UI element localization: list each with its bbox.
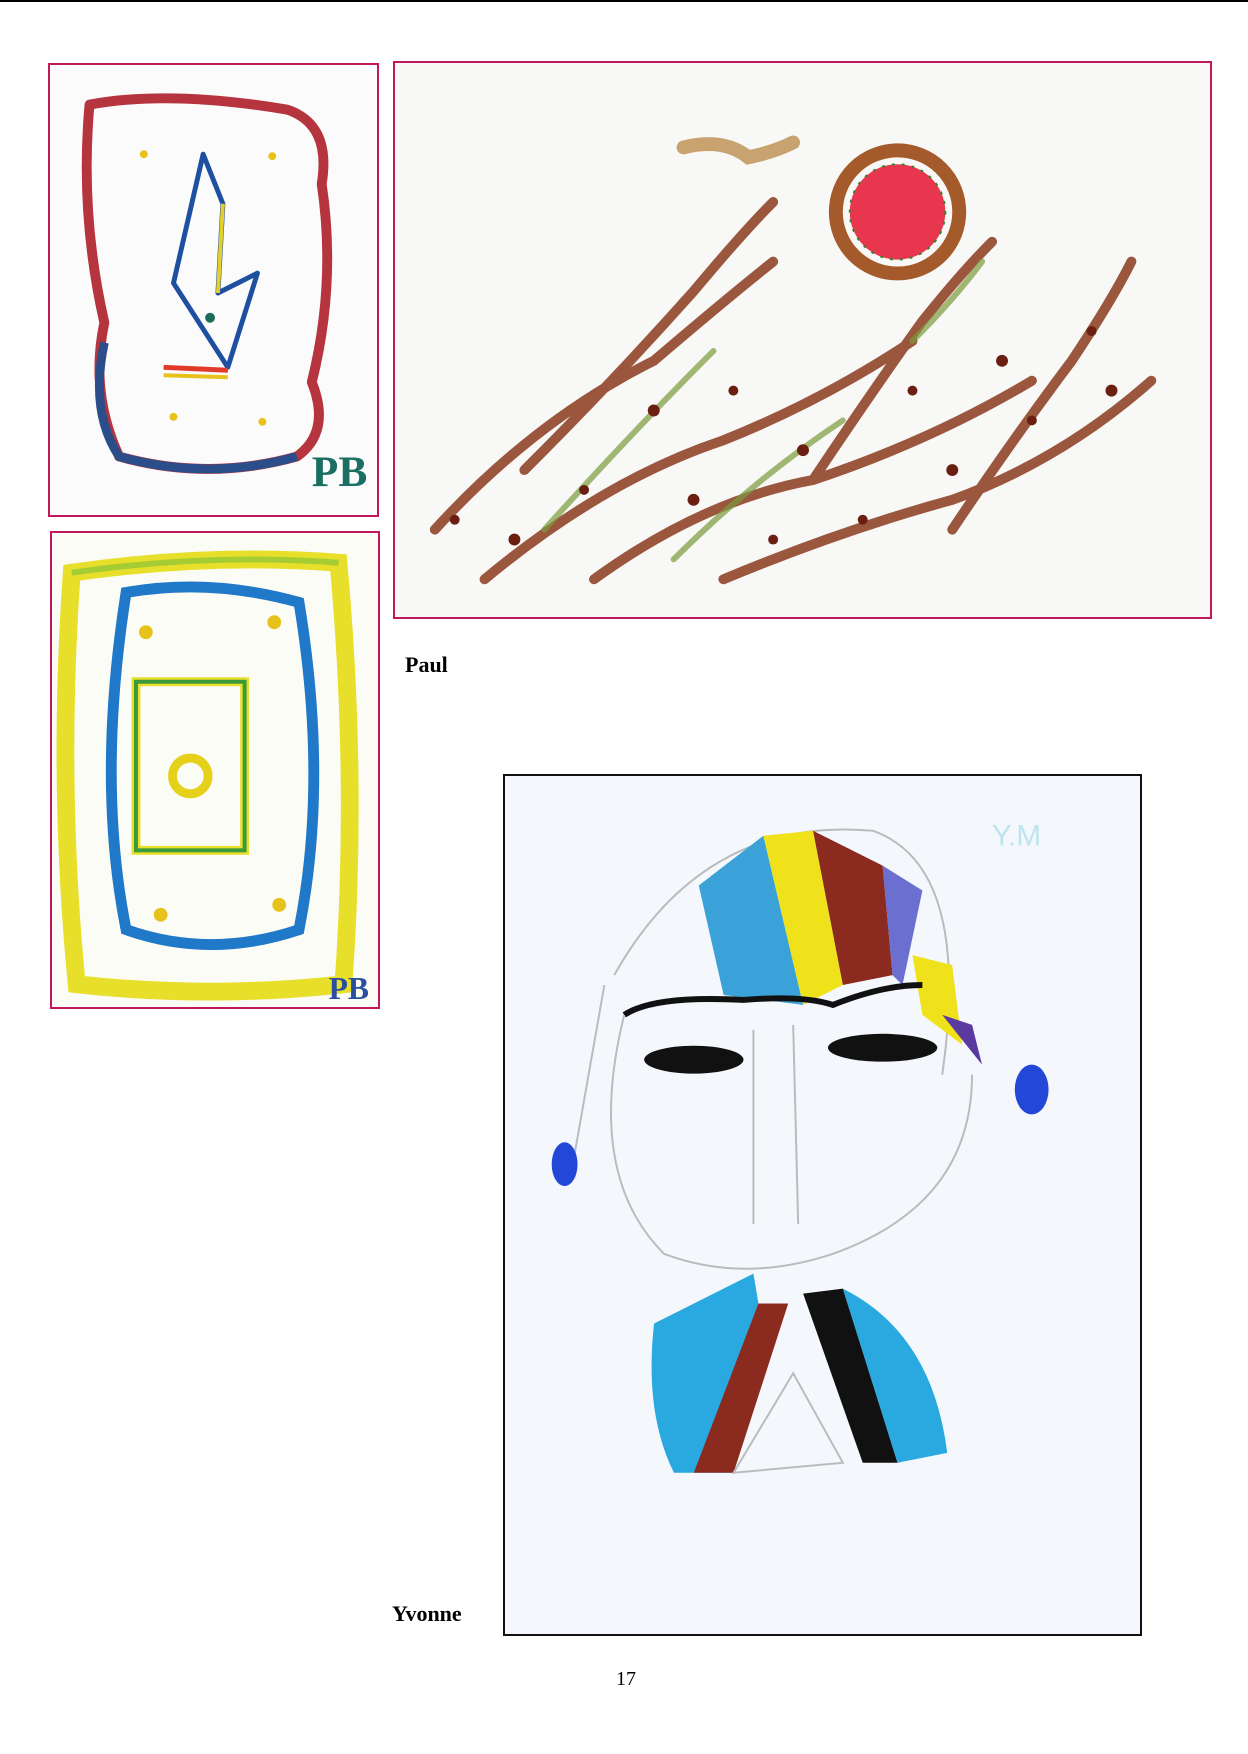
artwork-yvonne: Y.M: [503, 774, 1142, 1636]
page-number: 17: [616, 1668, 636, 1690]
artwork-paul-3-image: [395, 63, 1210, 617]
artwork-yvonne-image: Y.M: [505, 776, 1140, 1634]
artwork-paul-1-image: PB: [50, 65, 377, 515]
signature-pb-1: PB: [312, 448, 368, 496]
artwork-paul-1: PB: [48, 63, 379, 517]
artwork-paul-2-image: PB: [52, 533, 378, 1007]
caption-paul: Paul: [405, 652, 448, 677]
top-rule: [0, 0, 1248, 2]
signature-ym: Y.M: [992, 820, 1041, 853]
signature-pb-2: PB: [329, 971, 369, 1006]
caption-yvonne: Yvonne: [392, 1601, 462, 1626]
artwork-paul-2: PB: [50, 531, 380, 1009]
artwork-paul-3: [393, 61, 1212, 619]
